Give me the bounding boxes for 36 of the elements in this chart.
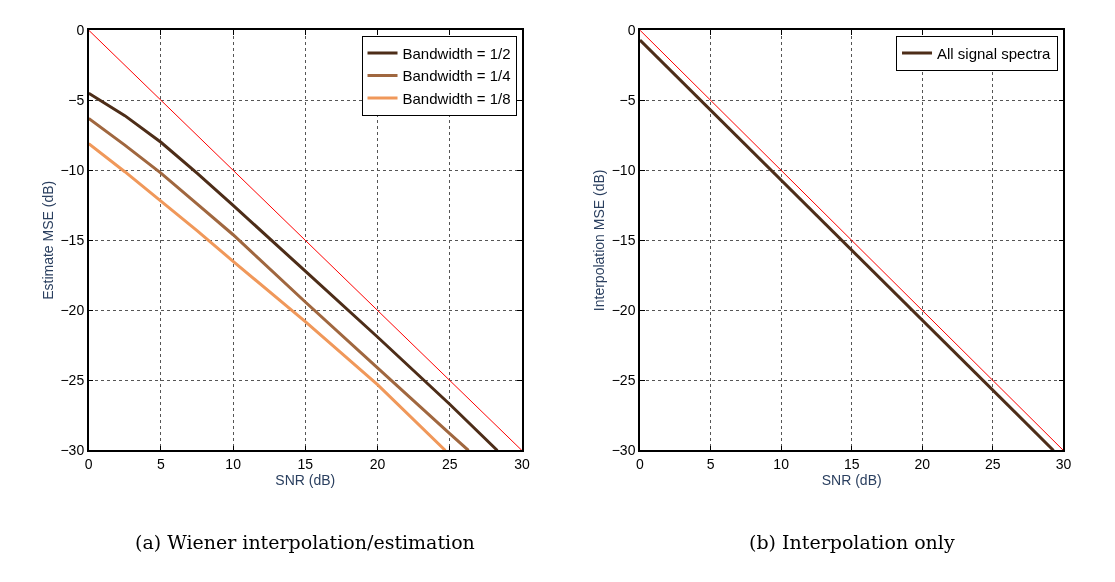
x-tick-label: 20 [914,456,931,473]
y-tick-label: −5 [619,92,636,109]
legend-label: Bandwidth = 1/8 [402,89,511,107]
y-tick-label: −30 [611,442,636,459]
y-tick-label: −20 [60,302,85,319]
legend-label: Bandwidth = 1/2 [402,44,511,62]
y-tick-label: −20 [611,302,636,319]
x-tick-label: 5 [157,456,166,473]
y-tick-label: 0 [627,22,636,39]
x-tick-label: 30 [514,456,530,473]
y-tick-label: −15 [60,232,85,249]
x-tick-label: 15 [843,456,860,473]
x-tick-label: 20 [369,456,386,473]
x-tick-label: 10 [225,456,242,473]
x-axis-title: SNR (dB) [275,472,336,489]
y-tick-label: −25 [611,372,636,389]
x-tick-label: 25 [441,456,458,473]
y-tick-label: −10 [611,162,636,179]
legend-label: All signal spectra [937,44,1052,62]
text: (b) Interpolation only [749,531,955,553]
x-tick-label: 30 [1055,456,1072,473]
x-axis-title: SNR (dB) [821,472,882,489]
y-tick-label: −30 [60,442,85,459]
text: (a) Wiener interpolation/estimation [135,531,475,553]
x-tick-label: 25 [985,456,1001,473]
x-tick-label: 10 [773,456,790,473]
y-tick-label: −5 [68,92,85,109]
x-tick-label: 5 [706,456,715,473]
y-axis-title: Interpolation MSE (dB) [590,169,607,312]
y-tick-label: 0 [76,22,85,39]
y-tick-label: −25 [60,372,85,389]
legend-label: Bandwidth = 1/4 [402,67,511,85]
x-tick-label: 15 [297,456,314,473]
y-tick-label: −15 [611,232,636,249]
y-axis-title: Estimate MSE (dB) [39,180,56,300]
y-tick-label: −10 [60,162,85,179]
